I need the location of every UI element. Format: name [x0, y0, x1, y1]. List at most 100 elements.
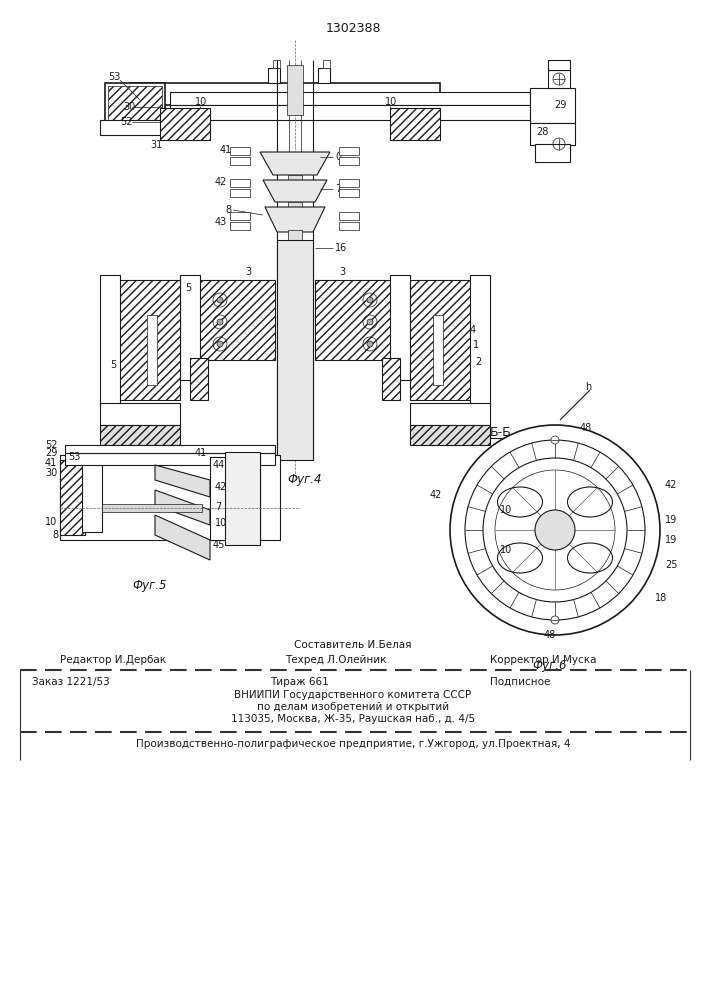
Text: Фуг.6: Фуг.6 [533, 658, 567, 672]
Text: 52: 52 [120, 117, 132, 127]
Bar [65, 453, 275, 465]
Text: 8: 8 [225, 205, 231, 215]
Polygon shape [155, 515, 210, 560]
Text: 42: 42 [215, 177, 228, 187]
Text: 48: 48 [544, 630, 556, 640]
Bar [288, 230, 302, 242]
Polygon shape [155, 490, 210, 525]
Text: 5: 5 [110, 360, 116, 370]
Bar [433, 315, 443, 385]
Text: 19: 19 [665, 535, 677, 545]
Text: 18: 18 [655, 593, 667, 603]
Text: 41: 41 [45, 458, 57, 468]
Bar [180, 275, 200, 380]
Text: 8: 8 [52, 530, 58, 540]
Text: 17: 17 [165, 295, 177, 305]
Bar [210, 457, 260, 540]
Text: 45: 45 [213, 540, 226, 550]
Bar [230, 212, 250, 220]
Text: 4: 4 [470, 325, 476, 335]
Bar [339, 179, 359, 187]
Text: 29: 29 [45, 448, 57, 458]
Circle shape [367, 319, 373, 325]
Bar [318, 68, 330, 83]
Bar [115, 280, 180, 400]
Text: ВНИИПИ Государственного комитета СССР: ВНИИПИ Государственного комитета СССР [235, 690, 472, 700]
Text: Заказ 1221/53: Заказ 1221/53 [32, 677, 110, 687]
Text: по делам изобретений и открытий: по делам изобретений и открытий [257, 702, 449, 712]
Text: 7: 7 [335, 184, 341, 194]
Bar [102, 504, 202, 512]
Bar [108, 86, 162, 127]
Bar [410, 280, 475, 400]
Bar [548, 60, 570, 70]
Circle shape [535, 510, 575, 550]
Text: Б-Б: Б-Б [490, 426, 512, 438]
Bar [60, 460, 85, 535]
Bar [100, 120, 170, 135]
Bar [288, 175, 302, 185]
Text: 10: 10 [500, 545, 513, 555]
Text: 42: 42 [215, 482, 228, 492]
Bar [339, 147, 359, 155]
Bar [339, 157, 359, 165]
Polygon shape [265, 207, 325, 232]
Bar [339, 189, 359, 197]
Circle shape [551, 616, 559, 624]
Circle shape [551, 436, 559, 444]
Bar [180, 280, 275, 360]
Text: 10: 10 [45, 517, 57, 527]
Bar [170, 92, 530, 105]
Polygon shape [260, 152, 330, 175]
Bar [390, 275, 410, 380]
Text: 30: 30 [45, 468, 57, 478]
Text: 53: 53 [108, 72, 120, 82]
Text: 1302388: 1302388 [325, 21, 381, 34]
Text: 43: 43 [215, 217, 227, 227]
Circle shape [217, 341, 223, 347]
Text: Техред Л.Олейник: Техред Л.Олейник [285, 655, 387, 665]
Text: 10: 10 [500, 505, 513, 515]
Circle shape [495, 470, 615, 590]
Text: 29: 29 [554, 100, 566, 110]
Text: 48: 48 [580, 423, 592, 433]
Bar [230, 222, 250, 230]
Bar [100, 275, 120, 405]
Circle shape [465, 440, 645, 620]
Bar [339, 212, 359, 220]
Bar [65, 445, 275, 453]
Text: 52: 52 [45, 440, 57, 450]
Bar [410, 403, 490, 425]
Circle shape [367, 297, 373, 303]
Bar [470, 275, 490, 405]
Bar [160, 108, 210, 140]
Polygon shape [263, 180, 327, 202]
Text: 19: 19 [665, 515, 677, 525]
Text: Фуг.4: Фуг.4 [288, 474, 322, 487]
Text: Фуг.5: Фуг.5 [133, 578, 168, 591]
Text: Редактор И.Дербак: Редактор И.Дербак [60, 655, 166, 665]
Text: 5: 5 [185, 283, 192, 293]
Bar [60, 455, 280, 540]
Text: 25: 25 [665, 560, 677, 570]
Text: Подписное: Подписное [490, 677, 550, 687]
Circle shape [367, 341, 373, 347]
Bar [100, 425, 180, 445]
Bar [230, 179, 250, 187]
Bar [273, 60, 280, 68]
Text: Производственно-полиграфическое предприятие, г.Ужгород, ул.Проектная, 4: Производственно-полиграфическое предприя… [136, 739, 571, 749]
Circle shape [217, 319, 223, 325]
Text: 16: 16 [335, 243, 347, 253]
Bar [339, 222, 359, 230]
Text: 113035, Москва, Ж-35, Раушская наб., д. 4/5: 113035, Москва, Ж-35, Раушская наб., д. … [231, 714, 475, 724]
Text: h: h [585, 382, 591, 392]
Text: Тираж 661: Тираж 661 [270, 677, 329, 687]
Text: 53: 53 [68, 452, 81, 462]
Bar [390, 108, 440, 140]
Text: 41: 41 [195, 448, 207, 458]
Text: 1: 1 [473, 340, 479, 350]
Text: 44: 44 [213, 460, 226, 470]
Bar [315, 280, 410, 360]
Bar [230, 157, 250, 165]
Circle shape [483, 458, 627, 602]
